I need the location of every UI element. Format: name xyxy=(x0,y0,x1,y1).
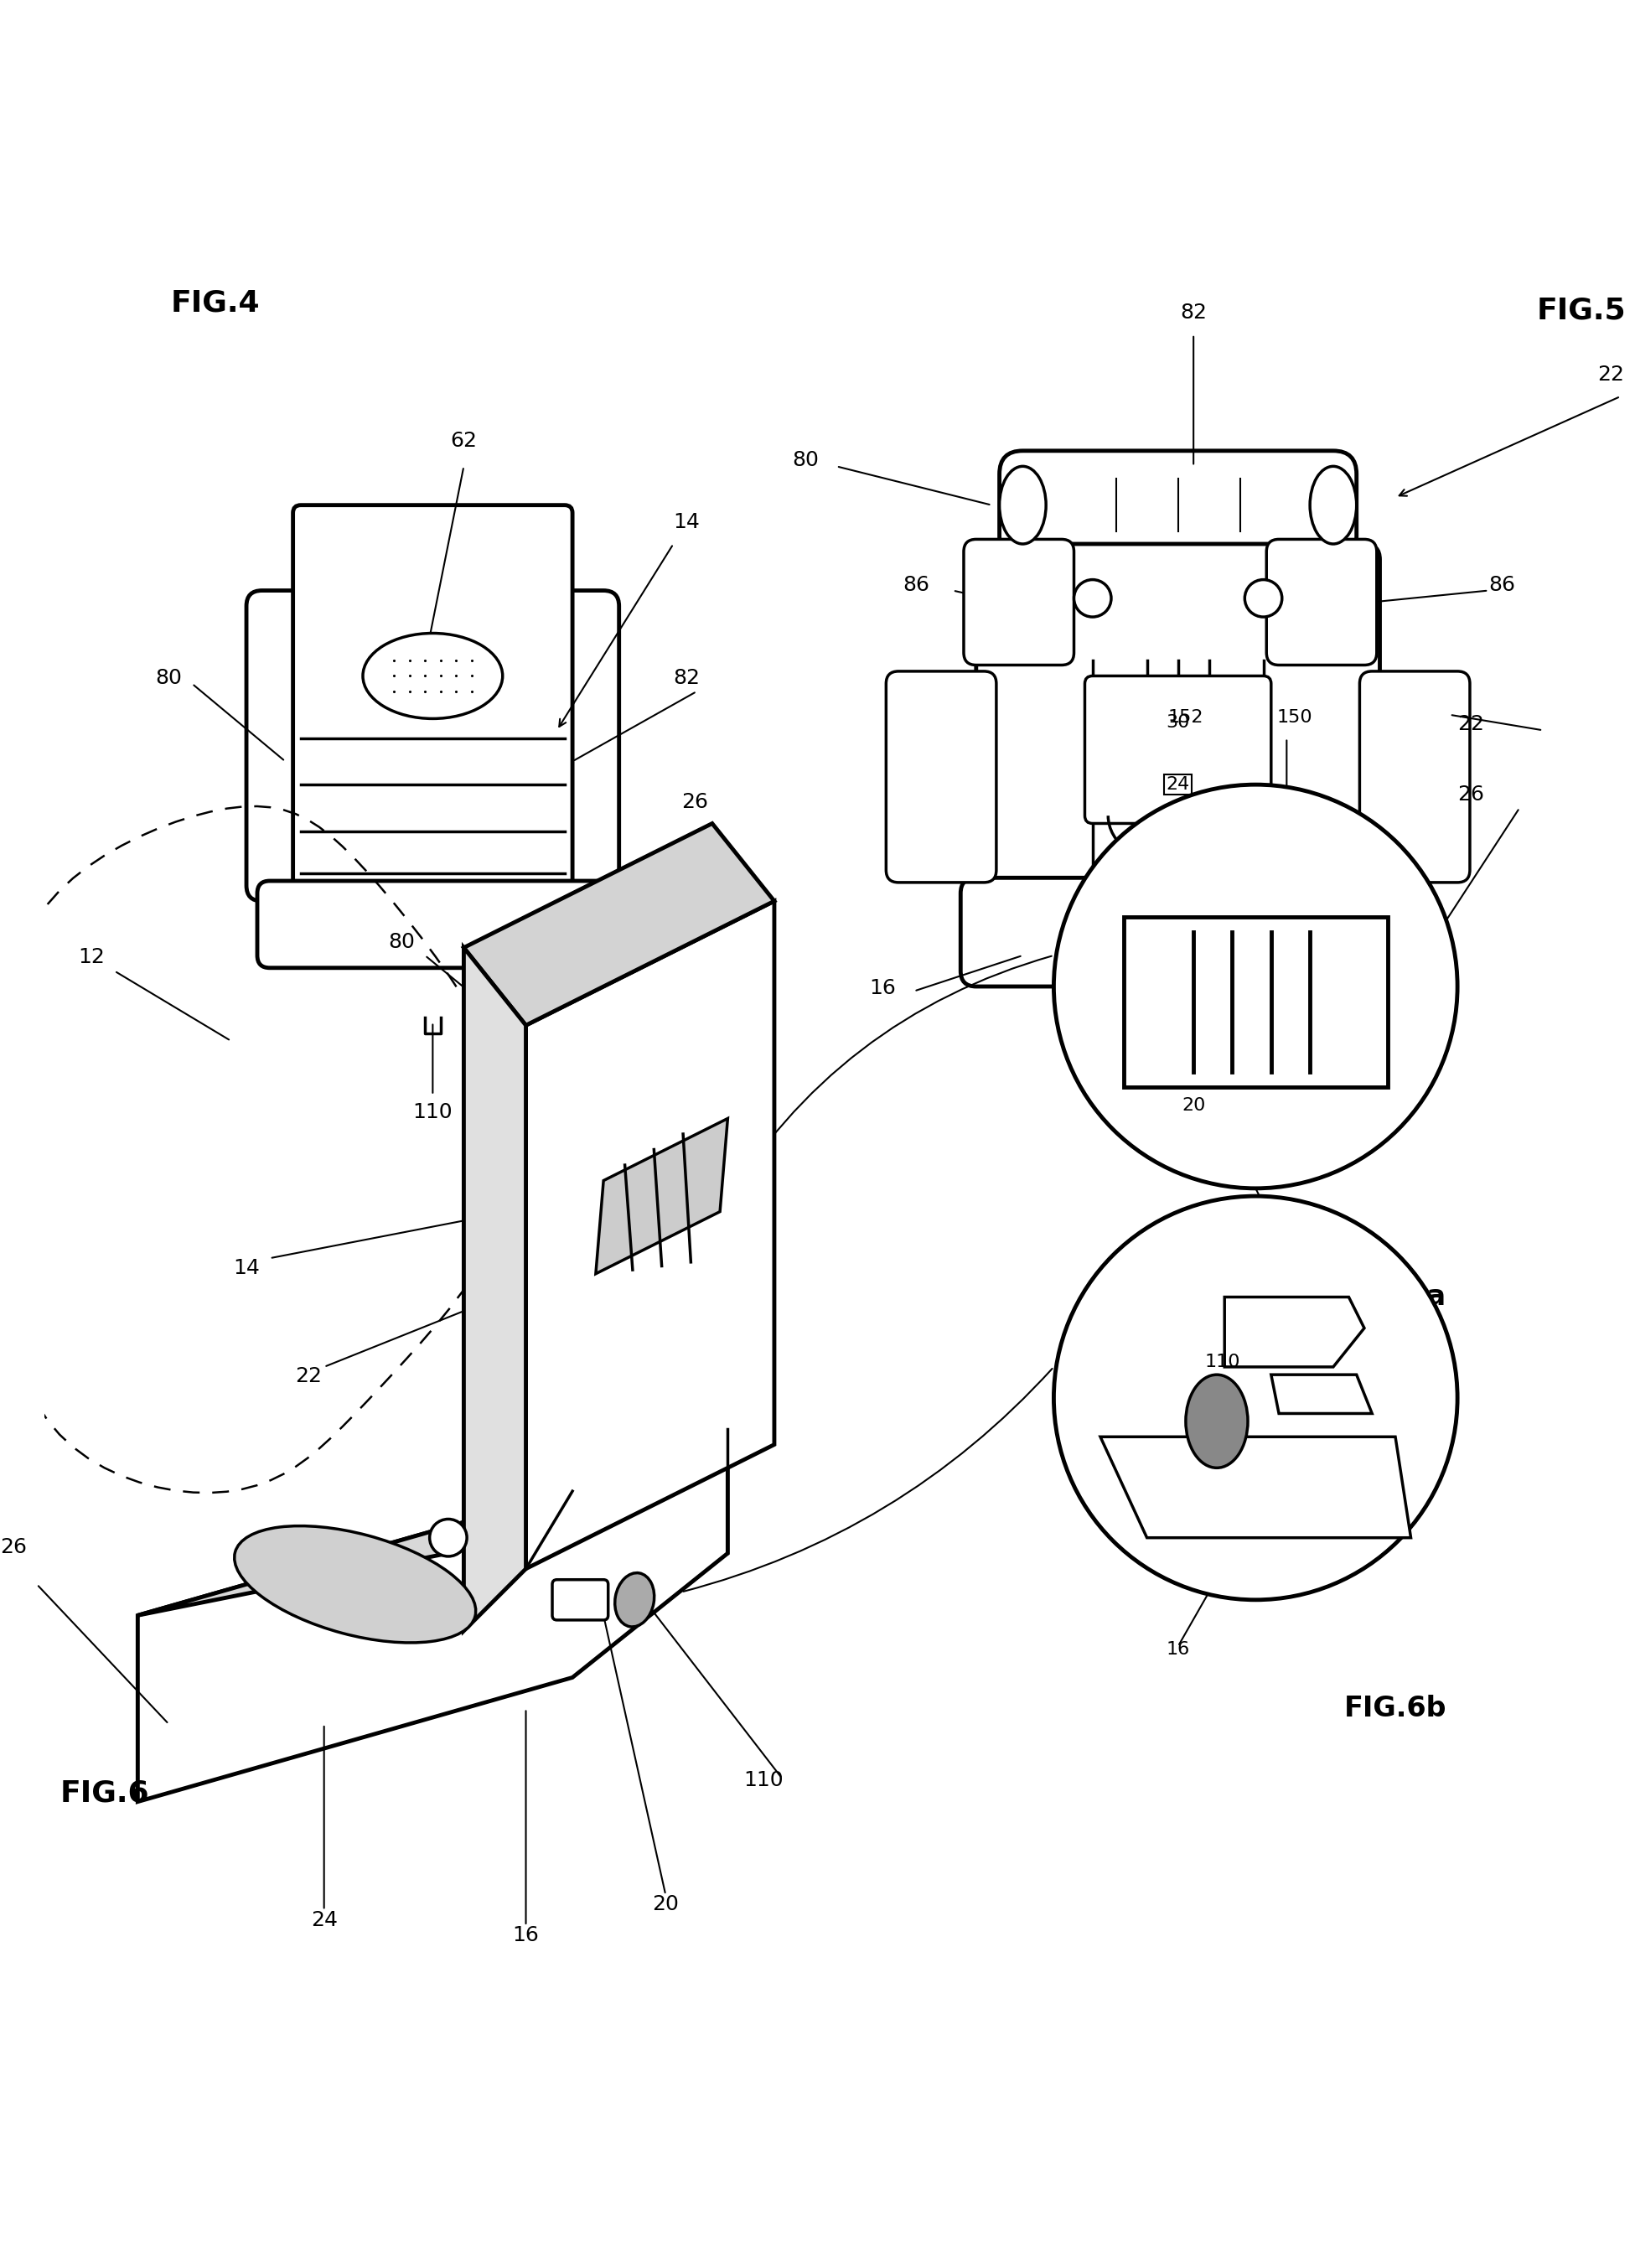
Text: 152: 152 xyxy=(1167,710,1203,726)
Text: 110: 110 xyxy=(1205,1354,1239,1370)
Text: 152: 152 xyxy=(554,1027,590,1043)
Polygon shape xyxy=(595,1118,728,1275)
Text: 20: 20 xyxy=(1182,1098,1205,1114)
FancyBboxPatch shape xyxy=(257,880,608,968)
Polygon shape xyxy=(1100,1438,1411,1538)
Circle shape xyxy=(1244,581,1282,617)
Text: 26: 26 xyxy=(0,1538,26,1558)
FancyBboxPatch shape xyxy=(961,878,1395,987)
FancyBboxPatch shape xyxy=(1267,540,1377,665)
Text: 150: 150 xyxy=(1277,710,1313,726)
FancyBboxPatch shape xyxy=(293,506,572,925)
Text: FIG.6b: FIG.6b xyxy=(1344,1694,1447,1721)
Text: FIG.6a: FIG.6a xyxy=(1344,1284,1445,1311)
Ellipse shape xyxy=(615,1574,654,1626)
FancyBboxPatch shape xyxy=(886,671,996,882)
Circle shape xyxy=(1074,581,1112,617)
Polygon shape xyxy=(526,900,775,1569)
Text: 22: 22 xyxy=(294,1368,322,1386)
Text: FIG.5: FIG.5 xyxy=(1537,297,1627,324)
FancyBboxPatch shape xyxy=(963,540,1074,665)
FancyBboxPatch shape xyxy=(1131,964,1225,1025)
Ellipse shape xyxy=(363,633,502,719)
Polygon shape xyxy=(464,948,526,1631)
Polygon shape xyxy=(464,823,775,1025)
Text: 82: 82 xyxy=(652,869,679,889)
Text: 26: 26 xyxy=(1457,785,1485,805)
Text: 80: 80 xyxy=(791,451,819,469)
Polygon shape xyxy=(137,1429,728,1801)
Ellipse shape xyxy=(1185,1374,1248,1467)
Text: 14: 14 xyxy=(234,1259,260,1277)
Text: 20: 20 xyxy=(652,1894,679,1914)
Text: 30: 30 xyxy=(1166,714,1190,730)
Text: 80: 80 xyxy=(155,667,181,687)
Text: 26: 26 xyxy=(682,792,708,812)
FancyBboxPatch shape xyxy=(976,544,1380,916)
Text: 22: 22 xyxy=(1597,365,1624,386)
FancyBboxPatch shape xyxy=(1084,676,1270,823)
Text: 14: 14 xyxy=(674,513,700,533)
FancyBboxPatch shape xyxy=(1360,671,1470,882)
Text: 24: 24 xyxy=(1166,776,1190,794)
FancyBboxPatch shape xyxy=(553,1579,608,1619)
Text: 82: 82 xyxy=(1180,304,1207,322)
Circle shape xyxy=(1055,785,1457,1188)
Circle shape xyxy=(430,1520,468,1556)
FancyBboxPatch shape xyxy=(247,590,324,900)
Circle shape xyxy=(1055,1195,1457,1599)
Text: 16: 16 xyxy=(512,1926,540,1946)
Text: 16: 16 xyxy=(870,978,896,998)
Text: 22: 22 xyxy=(1457,714,1485,735)
Text: 62: 62 xyxy=(450,431,477,451)
Polygon shape xyxy=(137,1429,728,1615)
Ellipse shape xyxy=(234,1526,476,1642)
Ellipse shape xyxy=(1310,467,1357,544)
Text: 12: 12 xyxy=(78,948,105,968)
Text: 82: 82 xyxy=(674,667,700,687)
Text: 80: 80 xyxy=(389,932,415,953)
Text: 16: 16 xyxy=(1166,1640,1190,1658)
FancyBboxPatch shape xyxy=(541,590,620,900)
Ellipse shape xyxy=(999,467,1046,544)
FancyBboxPatch shape xyxy=(999,451,1357,560)
Text: 86: 86 xyxy=(903,574,930,594)
Text: FIG.6: FIG.6 xyxy=(60,1778,149,1808)
Polygon shape xyxy=(1225,1297,1364,1368)
Text: 110: 110 xyxy=(412,1102,453,1123)
Text: 86: 86 xyxy=(1488,574,1516,594)
Text: 150: 150 xyxy=(647,1027,683,1043)
Text: FIG.4: FIG.4 xyxy=(170,288,260,318)
FancyBboxPatch shape xyxy=(1123,916,1388,1086)
Text: 110: 110 xyxy=(744,1771,783,1789)
Text: 24: 24 xyxy=(311,1910,337,1930)
Polygon shape xyxy=(1270,1374,1372,1413)
